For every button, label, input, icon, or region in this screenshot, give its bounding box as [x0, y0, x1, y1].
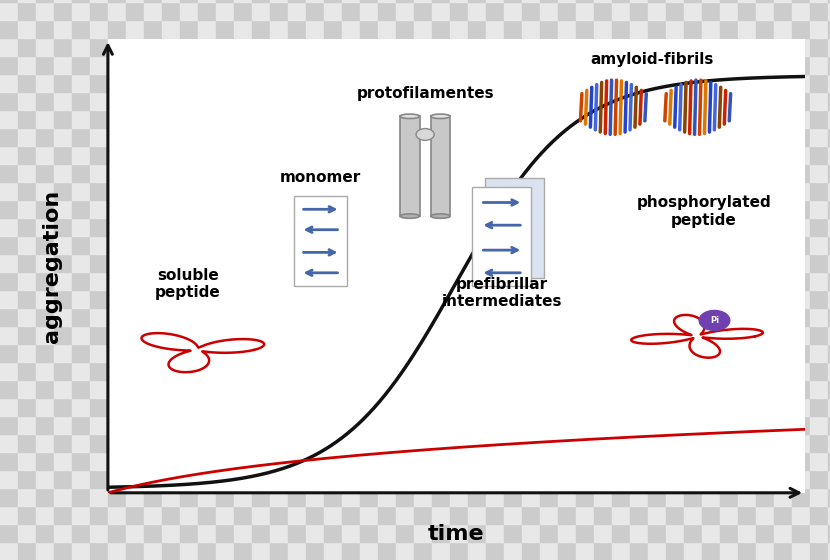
Bar	[431, 116, 450, 216]
Text: amyloid-fibrils: amyloid-fibrils	[590, 52, 714, 67]
Ellipse shape	[431, 114, 450, 119]
FancyBboxPatch shape	[472, 186, 531, 286]
Text: time: time	[428, 524, 485, 544]
Text: Pi: Pi	[710, 316, 719, 325]
Circle shape	[416, 129, 434, 141]
Ellipse shape	[400, 214, 419, 218]
Text: monomer: monomer	[280, 170, 361, 185]
Text: soluble
peptide: soluble peptide	[155, 268, 221, 300]
FancyBboxPatch shape	[295, 195, 347, 286]
Text: aggregation: aggregation	[42, 189, 62, 343]
Text: prefibrillar
intermediates: prefibrillar intermediates	[442, 277, 562, 310]
Bar	[400, 116, 419, 216]
Text: phosphorylated
peptide: phosphorylated peptide	[637, 195, 771, 228]
Ellipse shape	[400, 114, 419, 119]
Ellipse shape	[431, 214, 450, 218]
Text: protofilamentes: protofilamentes	[356, 86, 494, 101]
FancyBboxPatch shape	[485, 179, 544, 278]
Circle shape	[699, 310, 730, 330]
